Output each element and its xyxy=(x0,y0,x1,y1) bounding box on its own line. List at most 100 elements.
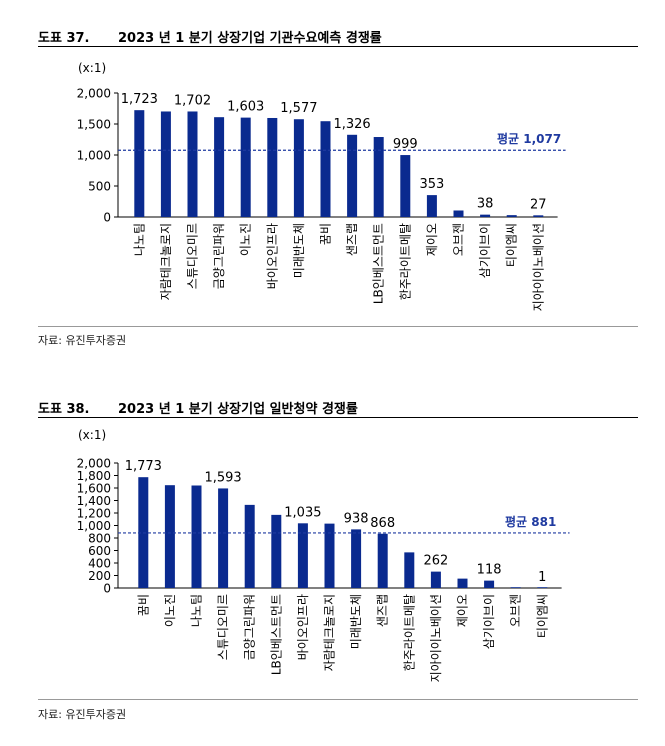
category-label: 나노팀 xyxy=(190,594,204,627)
figure-38-source: 자료: 유진투자증권 xyxy=(38,708,127,721)
y-tick-label: 200 xyxy=(88,569,111,583)
data-label: 353 xyxy=(419,177,444,192)
category-label: 금양그린파워 xyxy=(212,223,226,289)
category-label: 금양그린파워 xyxy=(243,594,257,660)
bar xyxy=(426,195,437,217)
bar xyxy=(240,117,251,217)
unit-label: (x:1) xyxy=(78,428,106,442)
category-label: 미래반도체 xyxy=(349,594,363,649)
category-label: 스튜디오미르 xyxy=(186,223,200,289)
data-label: 938 xyxy=(344,511,369,526)
data-label: 1,593 xyxy=(204,470,241,485)
average-label: 평균 881 xyxy=(505,515,556,529)
data-label: 1,577 xyxy=(280,101,317,116)
figure-38-number: 도표 38. xyxy=(38,402,90,417)
bar xyxy=(160,111,171,217)
category-label: 이노진 xyxy=(239,223,253,256)
category-label: 티이엠씨 xyxy=(535,594,549,638)
bar xyxy=(537,587,548,588)
bar xyxy=(293,119,304,217)
y-tick-label: 500 xyxy=(88,180,111,194)
category-label: 삼기이브이 xyxy=(478,223,492,278)
y-tick-label: 1,000 xyxy=(77,149,111,163)
y-tick-label: 400 xyxy=(88,557,111,571)
chart-38: (x:1)02004006008001,0001,2001,4001,6001,… xyxy=(77,428,570,682)
category-label: 삼기이브이 xyxy=(482,594,496,649)
data-label: 1,773 xyxy=(125,459,162,474)
data-label: 1,723 xyxy=(121,92,158,107)
bar xyxy=(430,571,441,588)
data-label: 118 xyxy=(477,563,502,578)
figure-38-bottom-rule xyxy=(38,699,638,700)
category-label: 나노팀 xyxy=(132,223,146,256)
bar xyxy=(480,214,491,217)
y-tick-label: 1,400 xyxy=(77,494,111,508)
category-label: 자람테크놀로지 xyxy=(323,594,337,671)
y-tick-label: 1,600 xyxy=(77,482,111,496)
bar xyxy=(351,529,362,588)
category-label: 자람테크놀로지 xyxy=(159,223,173,300)
category-label: 미래반도체 xyxy=(292,223,306,278)
bar xyxy=(320,121,331,217)
y-tick-label: 0 xyxy=(103,582,111,596)
bar xyxy=(187,111,198,217)
figure-37-number: 도표 37. xyxy=(38,31,90,46)
category-label: 한주라이트메탈 xyxy=(402,594,416,671)
category-label: 한주라이트메탈 xyxy=(398,223,412,300)
category-label: 샌즈랩 xyxy=(345,223,359,256)
data-label: 1 xyxy=(538,570,546,585)
category-label: 바이오인프라 xyxy=(296,594,310,660)
bar xyxy=(506,215,517,217)
data-label: 1,702 xyxy=(174,93,211,108)
category-label: 오브젠 xyxy=(509,594,523,627)
average-label: 평균 1,077 xyxy=(497,132,561,146)
y-tick-label: 1,000 xyxy=(77,519,111,533)
bar xyxy=(324,523,335,588)
data-label: 262 xyxy=(423,554,448,569)
category-label: 지아이이노베이션 xyxy=(531,223,545,311)
category-label: 제이오 xyxy=(456,594,470,627)
data-label: 1,603 xyxy=(227,100,264,115)
bar xyxy=(404,552,415,588)
bar xyxy=(164,485,175,588)
bar xyxy=(214,117,225,217)
category-label: 티이엠씨 xyxy=(505,223,519,267)
bar xyxy=(400,155,411,217)
bar xyxy=(453,210,464,217)
category-label: 제이오 xyxy=(425,223,439,256)
bar xyxy=(191,485,202,588)
y-tick-label: 1,500 xyxy=(77,118,111,132)
bar xyxy=(297,523,308,588)
figure-38-title: 2023 년 1 분기 상장기업 일반청약 경쟁률 xyxy=(118,402,358,417)
category-label: LB인베스트먼트 xyxy=(269,594,283,675)
category-label: 꿈비 xyxy=(319,223,333,245)
figure-38-top-rule xyxy=(38,417,638,418)
y-tick-label: 2,000 xyxy=(77,87,111,101)
category-label: 스튜디오미르 xyxy=(216,594,230,660)
figure-38-header: 도표 38. 2023 년 1 분기 상장기업 일반청약 경쟁률 xyxy=(38,398,638,417)
y-tick-label: 1,200 xyxy=(77,507,111,521)
bar xyxy=(218,488,229,588)
figure-37-bottom-rule xyxy=(38,326,638,327)
bar xyxy=(134,110,145,217)
figure-37-title: 2023 년 1 분기 상장기업 기관수요예측 경쟁률 xyxy=(118,31,382,46)
bar xyxy=(533,215,544,217)
y-tick-label: 600 xyxy=(88,544,111,558)
category-label: 지아이이노베이션 xyxy=(429,594,443,682)
data-label: 999 xyxy=(393,137,418,152)
bar xyxy=(267,117,278,217)
y-tick-label: 1,800 xyxy=(77,469,111,483)
data-label: 868 xyxy=(370,516,395,531)
data-label: 38 xyxy=(477,197,494,212)
category-label: 꿈비 xyxy=(136,594,150,616)
bar xyxy=(484,580,495,588)
unit-label: (x:1) xyxy=(78,61,106,75)
y-tick-label: 2,000 xyxy=(77,457,111,471)
category-label: LB인베스트먼트 xyxy=(372,223,386,304)
data-label: 27 xyxy=(530,197,547,212)
figure-37-header: 도표 37. 2023 년 1 분기 상장기업 기관수요예측 경쟁률 xyxy=(38,27,638,46)
category-label: 샌즈랩 xyxy=(376,594,390,627)
category-label: 이노진 xyxy=(163,594,177,627)
bar xyxy=(510,587,521,588)
bar xyxy=(377,533,388,588)
